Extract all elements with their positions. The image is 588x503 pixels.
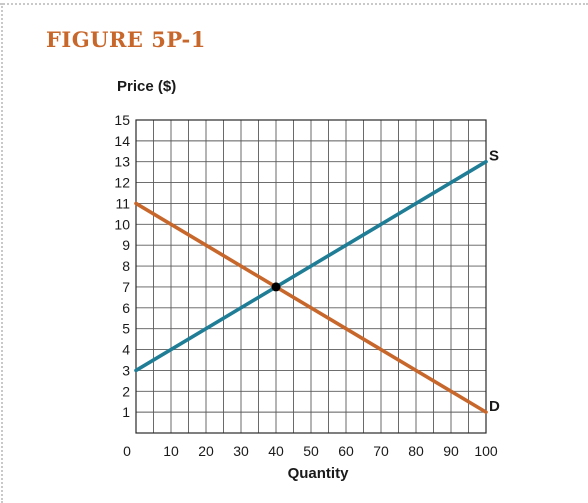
y-tick-label: 3 (122, 362, 130, 378)
chart-series (134, 159, 488, 414)
x-tick-label: 10 (163, 443, 179, 459)
y-tick-label: 15 (114, 112, 130, 128)
y-tick-label: 13 (114, 154, 130, 170)
x-tick-label: 0 (123, 443, 131, 459)
x-tick-label: 80 (408, 443, 424, 459)
x-tick-label: 40 (268, 443, 284, 459)
series-labels: SD (489, 148, 500, 415)
series-line-s (134, 159, 488, 373)
y-axis-title: Price ($) (117, 78, 176, 95)
x-tick-label: 60 (338, 443, 354, 459)
series-label-d: D (489, 398, 500, 415)
series-label-s: S (489, 148, 499, 165)
y-tick-label: 7 (122, 279, 130, 295)
x-tick-label: 70 (373, 443, 389, 459)
y-tick-label: 9 (122, 237, 130, 253)
series-line-d (134, 201, 488, 414)
x-tick-label: 50 (303, 443, 319, 459)
figure-title: FIGURE 5P-1 (46, 27, 206, 52)
y-tick-label: 4 (122, 342, 130, 358)
plot-border (135, 119, 487, 434)
y-tick-label: 1 (122, 404, 130, 420)
y-tick-label: 2 (122, 383, 130, 399)
y-tick-label: 8 (122, 258, 130, 274)
equilibrium-point (271, 282, 281, 292)
y-tick-label: 10 (114, 216, 130, 232)
chart-grid (136, 120, 486, 433)
x-axis-ticks: 0 10 20 30 40 50 60 70 80 90 100 (123, 443, 498, 459)
y-tick-label: 12 (114, 175, 130, 191)
x-tick-label: 100 (474, 443, 498, 459)
x-tick-label: 90 (443, 443, 459, 459)
y-tick-label: 11 (115, 195, 130, 211)
figure-frame-left-border (1, 3, 3, 503)
y-tick-label: 6 (122, 300, 130, 316)
figure-frame-top-border (0, 3, 588, 5)
x-tick-label: 20 (198, 443, 214, 459)
y-tick-label: 5 (122, 321, 130, 337)
plot-frame (135, 119, 487, 434)
chart-points (271, 282, 281, 292)
y-tick-label: 14 (114, 133, 130, 149)
x-tick-label: 30 (233, 443, 249, 459)
x-axis-title: Quantity (288, 465, 349, 482)
